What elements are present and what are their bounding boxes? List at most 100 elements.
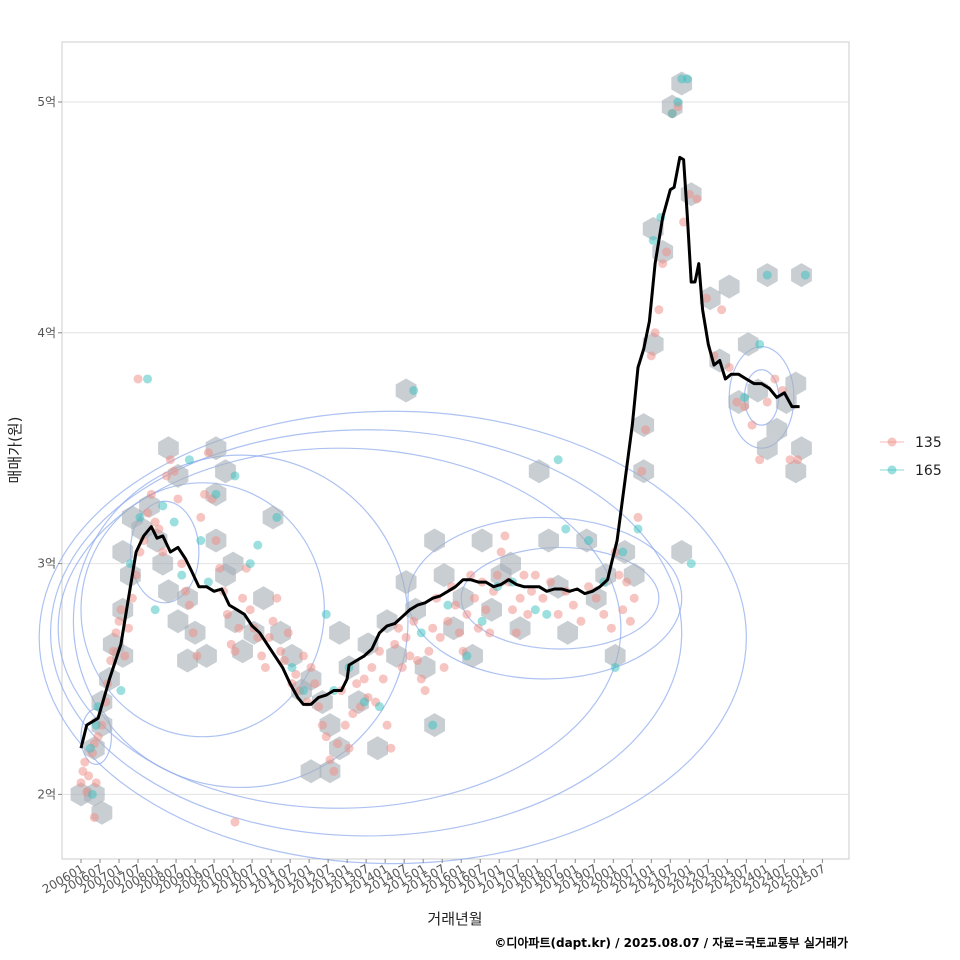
point-135 [93, 732, 103, 742]
point-165 [143, 374, 153, 384]
point-135 [325, 755, 335, 765]
point-135 [416, 674, 426, 684]
point-135 [272, 593, 282, 603]
point-135 [420, 686, 430, 696]
point-135 [374, 646, 384, 656]
point-135 [390, 639, 400, 649]
point-165 [673, 97, 683, 107]
point-135 [268, 616, 278, 626]
point-135 [393, 623, 403, 633]
hex-bin [500, 551, 521, 576]
hex-bin [270, 620, 291, 645]
point-135 [177, 559, 187, 569]
point-165 [416, 628, 426, 638]
point-135 [412, 656, 422, 666]
point-135 [333, 739, 343, 749]
point-135 [321, 732, 331, 742]
point-135 [641, 425, 651, 435]
point-135 [629, 593, 639, 603]
hex-bin [386, 643, 407, 668]
point-165 [409, 385, 419, 395]
point-135 [435, 632, 445, 642]
point-165 [253, 540, 263, 550]
point-135 [618, 605, 628, 615]
point-135 [654, 305, 664, 315]
point-135 [264, 632, 274, 642]
point-165 [230, 471, 240, 481]
point-135 [298, 651, 308, 661]
point-135 [200, 489, 210, 499]
point-165 [184, 455, 194, 465]
hex-bin [737, 332, 759, 357]
point-165 [561, 524, 571, 534]
point-165 [618, 547, 628, 557]
hex-bin [766, 417, 788, 442]
point-135 [230, 817, 240, 827]
point-135 [154, 524, 164, 534]
point-135 [530, 570, 540, 580]
hex-bin [167, 609, 189, 634]
point-165 [648, 235, 658, 245]
point-135 [553, 609, 563, 619]
hex-bin [471, 528, 493, 553]
x-axis-title: 거래년월 [427, 910, 482, 928]
hex-bin [376, 609, 398, 634]
point-165 [177, 570, 187, 580]
point-135 [409, 616, 419, 626]
point-135 [405, 651, 415, 661]
point-135 [546, 577, 556, 587]
point-165 [86, 743, 96, 753]
point-135 [451, 600, 460, 610]
point-165 [245, 559, 255, 569]
point-135 [637, 466, 647, 476]
density-contour [80, 482, 325, 738]
point-135 [184, 600, 194, 610]
y-tick-label: 4억 [37, 326, 56, 340]
point-135 [466, 570, 476, 580]
hex-bin [756, 436, 778, 461]
point-165 [755, 339, 765, 349]
point-135 [591, 593, 601, 603]
density-contour [49, 429, 683, 837]
hex-bin [196, 643, 217, 668]
point-165 [196, 536, 206, 546]
point-135 [143, 508, 153, 518]
point-135 [89, 812, 99, 822]
point-165 [477, 616, 487, 626]
point-165 [169, 517, 179, 527]
point-135 [462, 609, 472, 619]
point-165 [150, 605, 160, 615]
point-135 [226, 639, 236, 649]
point-135 [732, 397, 742, 407]
point-135 [76, 778, 86, 788]
point-135 [508, 605, 518, 615]
hex-bin [785, 459, 807, 484]
point-165 [610, 662, 620, 672]
point-135 [169, 466, 179, 476]
point-165 [542, 609, 552, 619]
point-135 [150, 517, 160, 527]
point-135 [276, 646, 286, 656]
point-135 [747, 420, 757, 430]
hex-bin [785, 371, 807, 396]
point-135 [481, 605, 491, 615]
point-135 [633, 512, 643, 522]
point-135 [606, 623, 616, 633]
point-135 [329, 766, 339, 776]
point-135 [762, 397, 772, 407]
point-135 [165, 455, 175, 465]
point-135 [496, 547, 506, 557]
point-135 [192, 651, 202, 661]
hex-bin [557, 620, 578, 645]
point-135 [439, 662, 449, 672]
point-135 [173, 494, 183, 504]
point-165 [87, 789, 97, 799]
hex-bin [528, 459, 550, 484]
point-165 [91, 720, 101, 730]
point-165 [633, 524, 643, 534]
point-165 [739, 392, 749, 402]
point-165 [272, 512, 282, 522]
hex-bin [718, 274, 740, 299]
point-135 [658, 259, 668, 269]
point-135 [701, 293, 711, 303]
